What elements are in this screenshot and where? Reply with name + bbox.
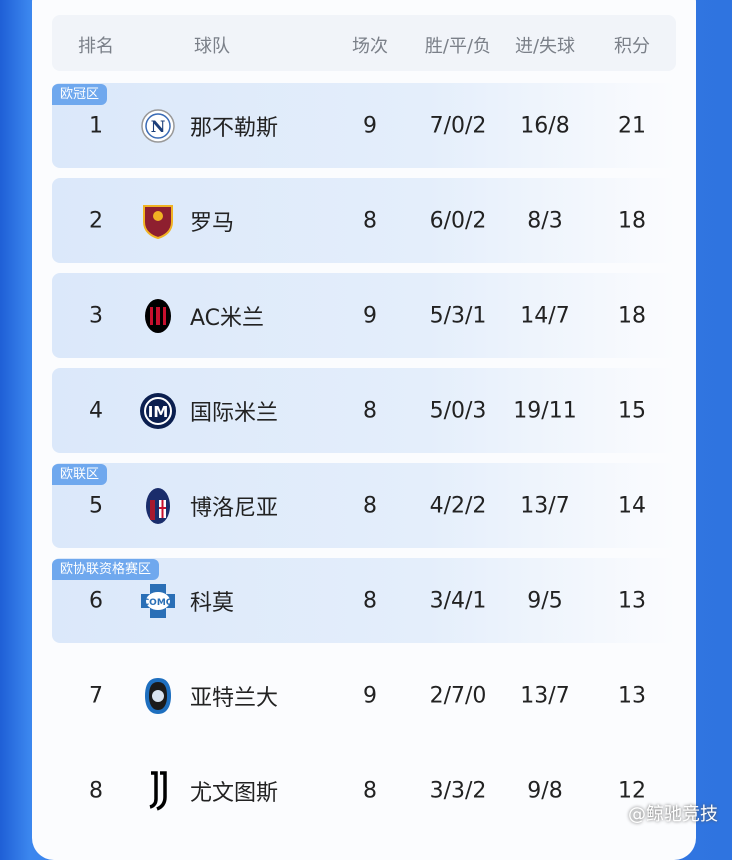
goals: 16/8 xyxy=(520,113,570,138)
rank: 4 xyxy=(89,398,103,423)
zone-badge-ucl: 欧冠区 xyxy=(52,84,108,105)
team-name: 科莫 xyxy=(190,590,235,616)
bologna-logo-icon xyxy=(139,487,177,525)
points: 13 xyxy=(618,588,646,613)
svg-text:IM: IM xyxy=(148,403,169,421)
header-wdl: 胜/平/负 xyxy=(424,36,492,57)
table-row[interactable]: 4 IM 国际米兰 8 5/0/3 19/11 15 xyxy=(52,368,676,453)
table-header xyxy=(52,15,676,71)
como-logo-icon: COMO xyxy=(139,582,177,620)
goals: 19/11 xyxy=(513,398,577,423)
team-name: 亚特兰大 xyxy=(190,685,279,711)
wdl: 7/0/2 xyxy=(429,113,487,138)
rank: 1 xyxy=(89,113,103,138)
wdl: 6/0/2 xyxy=(429,208,487,233)
wdl: 4/2/2 xyxy=(429,493,487,518)
table-row[interactable]: 5 博洛尼亚 8 4/2/2 13/7 14 xyxy=(52,463,676,548)
table-row[interactable]: 1 N 那不勒斯 9 7/0/2 16/8 21 xyxy=(52,83,676,168)
table-row[interactable]: 3 AC米兰 9 5/3/1 14/7 18 xyxy=(52,273,676,358)
header-played: 场次 xyxy=(352,36,388,57)
wdl: 2/7/0 xyxy=(429,683,487,708)
atalanta-logo-icon xyxy=(139,677,177,715)
goals: 8/3 xyxy=(527,208,563,233)
points: 12 xyxy=(618,778,646,803)
goals: 9/5 xyxy=(527,588,563,613)
played: 9 xyxy=(363,683,377,708)
zone-badge-uel: 欧联区 xyxy=(52,464,108,485)
rank: 6 xyxy=(89,588,103,613)
played: 8 xyxy=(363,493,377,518)
goals: 9/8 xyxy=(527,778,563,803)
points: 14 xyxy=(618,493,646,518)
zone-badge-uecl: 欧协联资格赛区 xyxy=(52,559,160,580)
points: 13 xyxy=(618,683,646,708)
rank: 5 xyxy=(89,493,103,518)
goals: 13/7 xyxy=(520,683,570,708)
header-team: 球队 xyxy=(194,36,230,57)
team-name: 罗马 xyxy=(190,210,235,236)
points: 21 xyxy=(618,113,646,138)
svg-text:N: N xyxy=(151,117,166,136)
played: 8 xyxy=(363,398,377,423)
team-name: 博洛尼亚 xyxy=(190,495,279,521)
inter-logo-icon: IM xyxy=(139,392,177,430)
team-name: 尤文图斯 xyxy=(190,780,279,806)
rank: 8 xyxy=(89,778,103,803)
header-points: 积分 xyxy=(614,36,650,57)
roma-logo-icon xyxy=(139,202,177,240)
team-name: AC米兰 xyxy=(190,305,265,331)
team-name: 那不勒斯 xyxy=(190,115,279,141)
table-row[interactable]: 7 亚特兰大 9 2/7/0 13/7 13 xyxy=(52,653,676,738)
table-row[interactable]: 8 尤文图斯 8 3/3/2 9/8 12 xyxy=(52,748,676,833)
points: 18 xyxy=(618,208,646,233)
played: 8 xyxy=(363,208,377,233)
played: 9 xyxy=(363,113,377,138)
played: 8 xyxy=(363,588,377,613)
goals: 13/7 xyxy=(520,493,570,518)
wdl: 5/3/1 xyxy=(429,303,487,328)
rank: 3 xyxy=(89,303,103,328)
wdl: 5/0/3 xyxy=(429,398,487,423)
napoli-logo-icon: N xyxy=(139,107,177,145)
points: 15 xyxy=(618,398,646,423)
rank: 7 xyxy=(89,683,103,708)
team-name: 国际米兰 xyxy=(190,400,279,426)
ac-milan-logo-icon xyxy=(139,297,177,335)
watermark: @鲸驰竞技 xyxy=(628,804,718,825)
rank: 2 xyxy=(89,208,103,233)
wdl: 3/3/2 xyxy=(429,778,487,803)
table-row[interactable]: 2 罗马 8 6/0/2 8/3 18 xyxy=(52,178,676,263)
played: 8 xyxy=(363,778,377,803)
svg-text:COMO: COMO xyxy=(143,598,174,608)
juventus-logo-icon xyxy=(139,770,177,811)
points: 18 xyxy=(618,303,646,328)
played: 9 xyxy=(363,303,377,328)
wdl: 3/4/1 xyxy=(429,588,487,613)
header-rank: 排名 xyxy=(78,36,114,57)
header-goals: 进/失球 xyxy=(514,36,576,57)
goals: 14/7 xyxy=(520,303,570,328)
